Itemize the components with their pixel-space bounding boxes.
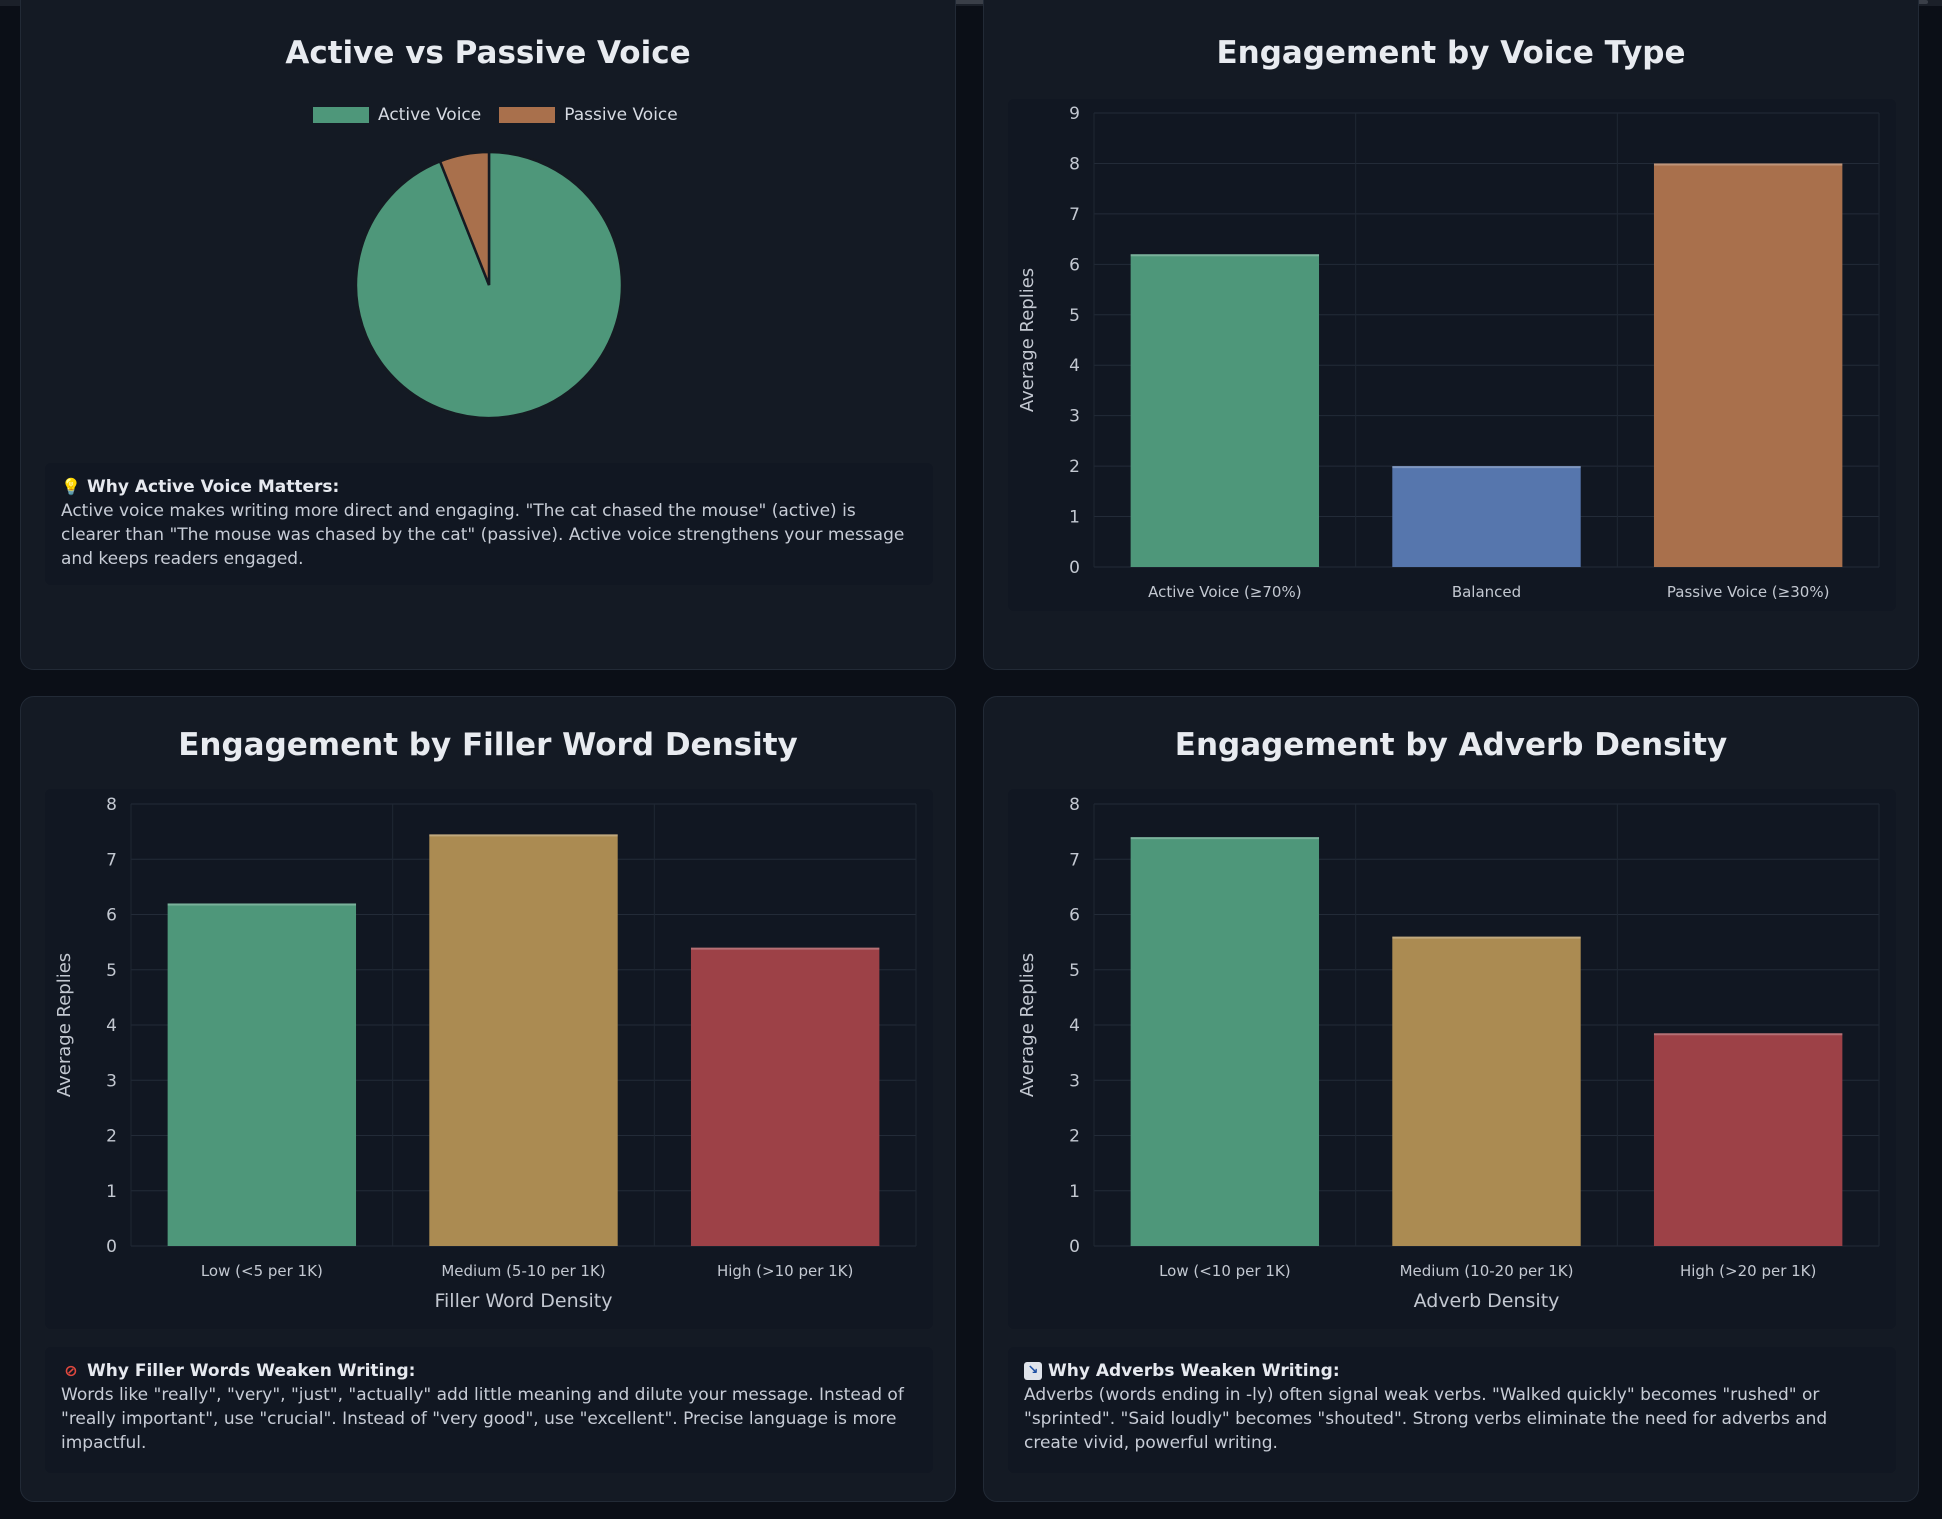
x-tick-label: Low (<5 per 1K) (201, 1262, 323, 1280)
x-tick-label: High (>10 per 1K) (717, 1262, 853, 1280)
adverb-bar-chart: 0 1 2 3 4 5 6 7 8 Low (<10 per 1K) Medium (10-20 p… (1017, 795, 1880, 1312)
y-tick-label: 5 (106, 961, 117, 981)
adverb-note: ↘ Why Adverbs Weaken Writing: Adverbs (w… (1008, 1347, 1896, 1473)
y-axis-title: Average Replies (1017, 953, 1038, 1097)
x-tick-label: Active Voice (≥70%) (1148, 583, 1301, 601)
filler-bar-chart: 0 1 2 3 4 5 6 7 8 Low (<5 per 1K) Medium (5-10 per… (54, 795, 917, 1312)
x-tick-label: Low (<10 per 1K) (1159, 1262, 1291, 1280)
prohibited-icon: ⊘ (64, 1361, 78, 1380)
voice-pie-panel: Active vs Passive Voice Active Voice Pas… (20, 0, 956, 670)
y-tick-label: 8 (1069, 154, 1080, 174)
note-body: Words like "really", "very", "just", "ac… (61, 1385, 904, 1453)
bar[interactable] (690, 947, 880, 1246)
y-tick-label: 6 (1069, 906, 1080, 926)
y-tick-label: 1 (1069, 508, 1080, 528)
x-tick-label: Medium (5-10 per 1K) (441, 1262, 605, 1280)
bar[interactable] (429, 834, 618, 1246)
y-tick-label: 0 (1069, 558, 1080, 578)
pie-legend: Active Voice Passive Voice (313, 105, 678, 125)
y-axis-title: Average Replies (1017, 268, 1038, 412)
chart-decreasing-icon: ↘ (1024, 1362, 1042, 1380)
voice-pie-chart (354, 150, 624, 420)
legend-swatch-active (313, 107, 369, 123)
y-tick-label: 8 (1069, 795, 1080, 815)
x-axis-title: Filler Word Density (434, 1290, 612, 1312)
bar[interactable] (1653, 1033, 1843, 1246)
panel-title: Engagement by Filler Word Density (178, 727, 798, 763)
note-body: Adverbs (words ending in -ly) often sign… (1024, 1385, 1828, 1453)
bar[interactable] (1392, 936, 1581, 1246)
y-tick-label: 0 (106, 1237, 117, 1257)
legend-item-passive[interactable]: Passive Voice (499, 105, 678, 125)
y-axis-title: Average Replies (54, 953, 75, 1097)
legend-label: Passive Voice (564, 105, 678, 125)
panel-title: Active vs Passive Voice (285, 35, 691, 71)
chart-area: 0 1 2 3 4 5 6 7 8 Low (<5 per 1K) Medium (5-10 per… (45, 789, 933, 1329)
y-tick-label: 3 (1069, 407, 1080, 427)
voice-bar-chart: 0 1 2 3 4 5 6 7 8 9 Active Voice (≥70%) Balanced Pas… (1017, 104, 1880, 601)
pie-slice-passive-voice[interactable] (438, 150, 491, 286)
y-tick-label: 3 (1069, 1071, 1080, 1091)
y-tick-label: 4 (1069, 356, 1080, 376)
y-tick-label: 4 (1069, 1016, 1080, 1036)
y-tick-label: 2 (1069, 457, 1080, 477)
y-tick-label: 5 (1069, 306, 1080, 326)
adverb-bar-panel: Engagement by Adverb Density 0 1 2 3 4 5 6 7 8 Lo… (983, 696, 1919, 1502)
voice-note: 💡 Why Active Voice Matters: Active voice… (45, 463, 933, 585)
bar[interactable] (1392, 466, 1581, 567)
y-tick-label: 6 (106, 906, 117, 926)
y-tick-label: 7 (1069, 850, 1080, 870)
y-tick-label: 1 (1069, 1182, 1080, 1202)
x-tick-label: Passive Voice (≥30%) (1667, 583, 1830, 601)
y-tick-label: 2 (106, 1127, 117, 1147)
bar[interactable] (1130, 254, 1320, 567)
bar[interactable] (1653, 163, 1843, 567)
lightbulb-icon: 💡 (61, 477, 81, 496)
note-heading: ↘ Why Adverbs Weaken Writing: (1024, 1359, 1880, 1383)
legend-swatch-passive (499, 107, 556, 123)
y-tick-label: 7 (1069, 205, 1080, 225)
legend-label: Active Voice (378, 105, 482, 125)
panel-title: Engagement by Adverb Density (1174, 727, 1728, 763)
y-tick-label: 7 (106, 850, 117, 870)
x-tick-label: Medium (10-20 per 1K) (1400, 1262, 1574, 1280)
y-tick-label: 2 (1069, 1127, 1080, 1147)
x-tick-label: High (>20 per 1K) (1680, 1262, 1816, 1280)
filler-bar-panel: Engagement by Filler Word Density 0 1 2 3 4 5… (20, 696, 956, 1502)
x-axis-title: Adverb Density (1414, 1290, 1560, 1312)
note-heading: ⊘ Why Filler Words Weaken Writing: (61, 1359, 917, 1383)
filler-note: ⊘ Why Filler Words Weaken Writing: Words… (45, 1347, 933, 1473)
y-tick-label: 6 (1069, 255, 1080, 275)
note-body: Active voice makes writing more direct a… (61, 501, 905, 569)
y-tick-label: 5 (1069, 961, 1080, 981)
legend-item-active[interactable]: Active Voice (313, 105, 481, 125)
y-tick-label: 8 (106, 795, 117, 815)
y-tick-label: 0 (1069, 1237, 1080, 1257)
chart-area: 0 1 2 3 4 5 6 7 8 9 Active Voice (≥70%) Balanced Pas… (1008, 99, 1896, 611)
y-tick-label: 1 (106, 1182, 117, 1202)
voice-bar-panel: Engagement by Voice Type 0 1 2 3 4 5 6 7 8 9 Activ… (983, 0, 1919, 670)
bar[interactable] (1130, 837, 1320, 1246)
x-tick-label: Balanced (1452, 583, 1521, 601)
bar[interactable] (167, 903, 357, 1246)
note-heading: 💡 Why Active Voice Matters: (61, 477, 340, 497)
panel-title: Engagement by Voice Type (1216, 35, 1686, 71)
y-tick-label: 4 (106, 1016, 117, 1036)
chart-area: 0 1 2 3 4 5 6 7 8 Low (<10 per 1K) Medium (10-20 p… (1008, 789, 1896, 1329)
y-tick-label: 3 (106, 1071, 117, 1091)
y-tick-label: 9 (1069, 104, 1080, 124)
